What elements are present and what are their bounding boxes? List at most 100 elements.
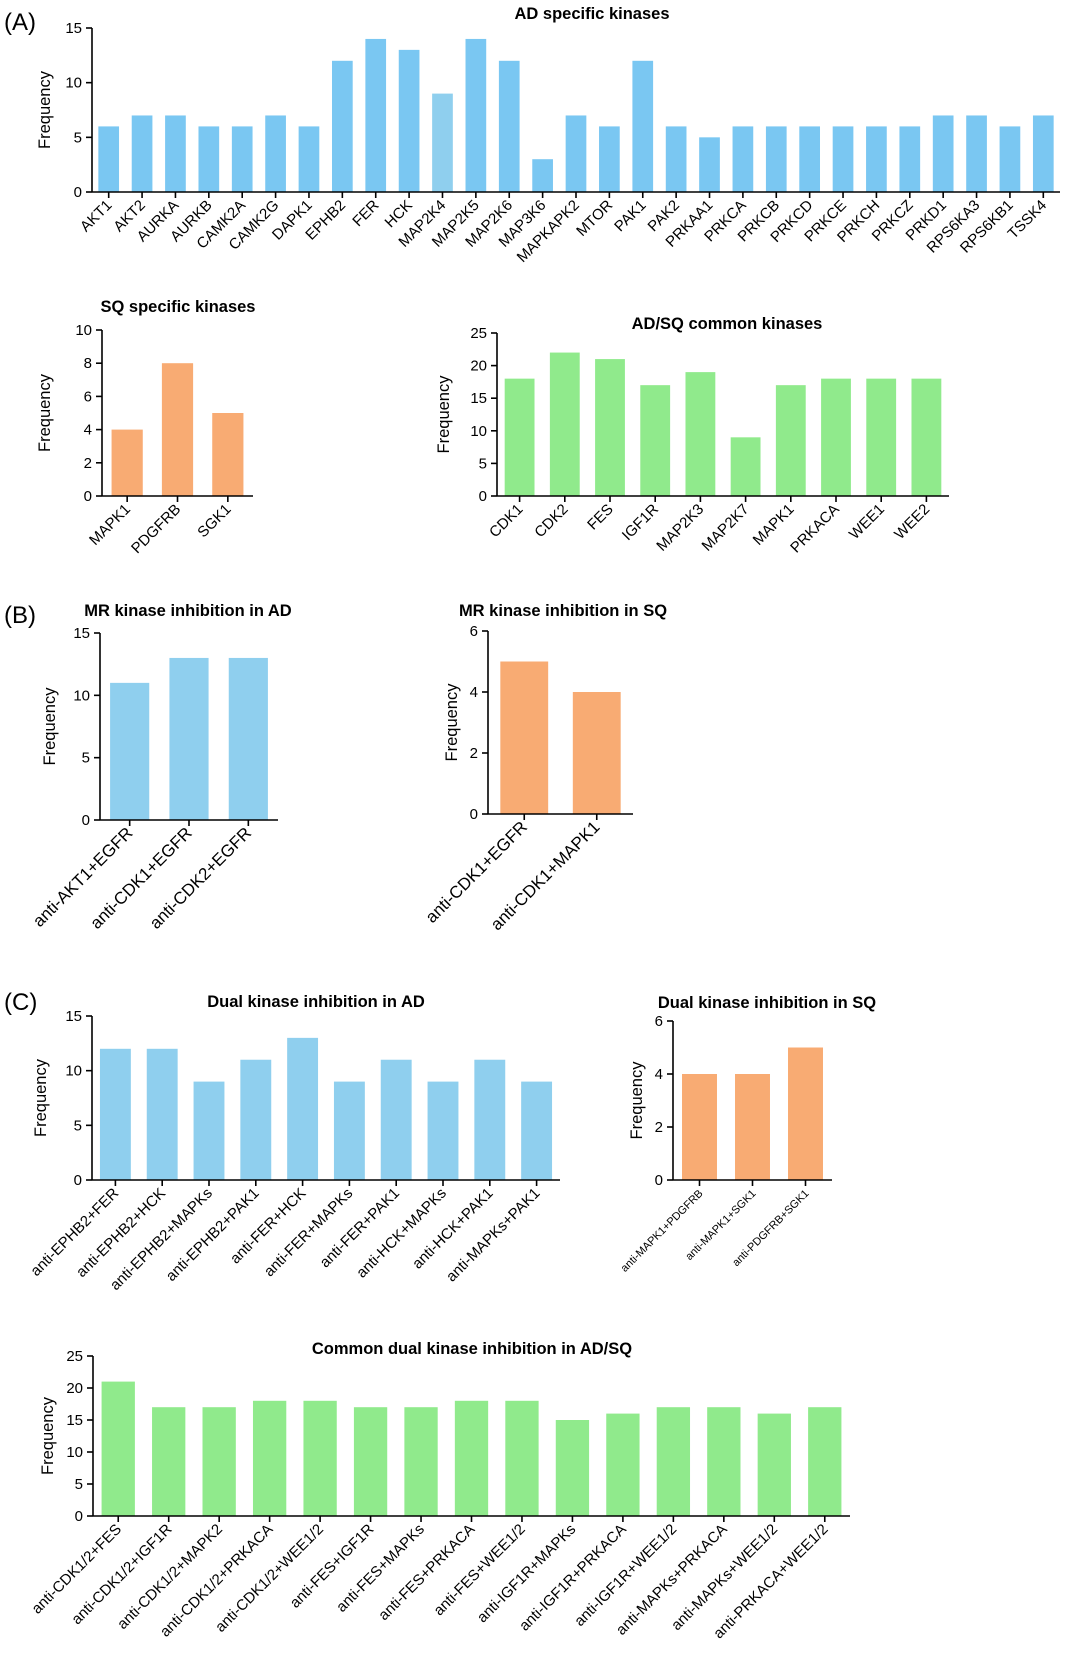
y-tick-label: 8: [84, 355, 92, 372]
bar-PRKD1: [932, 115, 954, 192]
bar-WEE2: [911, 378, 942, 496]
y-tick-label: 4: [470, 684, 478, 701]
chart-title: AD specific kinases: [515, 5, 670, 23]
bar-RPS6KB1: [999, 126, 1021, 192]
y-axis-label: Frequency: [39, 1396, 57, 1475]
bar-CAMK2A: [231, 126, 253, 192]
y-tick-label: 6: [84, 388, 92, 405]
y-tick-label: 0: [84, 488, 92, 505]
bar-anti-CDK1/2+WEE1/2: [303, 1400, 337, 1516]
chart-title: Dual kinase inhibition in SQ: [658, 994, 876, 1012]
x-tick-label: anti-HCK+PAK1: [409, 1185, 497, 1273]
y-tick-label: 15: [65, 1008, 82, 1025]
bar-PAK1: [632, 60, 654, 192]
chart-dual_common: Common dual kinase inhibition in AD/SQ Fr…: [28, 1340, 850, 1642]
y-tick-label: 6: [470, 623, 478, 640]
bar-anti-FES+MAPKs: [404, 1407, 438, 1516]
y-tick-label: 15: [470, 390, 487, 407]
bar-MAPK1: [775, 385, 806, 496]
y-tick-label: 0: [479, 488, 487, 505]
bar-FES: [595, 359, 625, 496]
y-axis-label: Frequency: [36, 70, 54, 149]
bar-AKT2: [131, 115, 153, 192]
x-tick-label: MAPK1: [86, 501, 134, 549]
y-tick-label: 2: [470, 745, 478, 762]
panel-label-a: (A): [4, 9, 36, 36]
y-tick-label: 4: [655, 1066, 663, 1083]
bar-MAP3K6: [532, 159, 553, 192]
y-axis-label: Frequency: [32, 1058, 50, 1137]
x-tick-label: WEE1: [846, 501, 888, 543]
chart-sq_specific: SQ specific kinases Frequency 0 2 4 6 8 10 MAPK1…: [36, 298, 256, 557]
bar-anti-CDK1+MAPK1: [572, 692, 621, 814]
x-tick-label: anti-FES+PRKACA: [375, 1521, 478, 1624]
x-tick-label: anti-IGF1R+MAPKs: [474, 1521, 579, 1626]
x-tick-label: FES: [584, 501, 617, 534]
chart-title: AD/SQ common kinases: [632, 315, 823, 333]
bar-HCK: [398, 49, 420, 192]
y-tick-label: 10: [470, 423, 487, 440]
chart-dual_sq: Dual kinase inhibition in SQ Frequency 0 2 4…: [619, 994, 877, 1275]
bar-anti-CDK1/2+IGF1R: [152, 1407, 186, 1516]
x-tick-label: anti-EPHB2+FER: [27, 1185, 122, 1280]
x-tick-label: WEE2: [891, 501, 933, 543]
bar-anti-EPHB2+HCK: [146, 1048, 178, 1180]
bar-anti-EPHB2+MAPKs: [193, 1081, 225, 1180]
bar-MAP2K6: [498, 60, 520, 192]
chart-ad_specific: AD specific kinasesFrequency051015AKT1AK…: [36, 5, 1060, 266]
bar-anti-FER+HCK: [287, 1037, 319, 1180]
bar-CDK1: [504, 378, 535, 496]
x-tick-label: anti-FER+PAK1: [317, 1185, 403, 1271]
y-tick-label: 5: [75, 1476, 83, 1493]
y-tick-label: 6: [655, 1013, 663, 1030]
bar-anti-IGF1R+PRKACA: [606, 1413, 640, 1516]
bar-MAP2K3: [685, 372, 716, 496]
chart-title: Dual kinase inhibition in AD: [207, 993, 425, 1011]
chart-title: MR kinase inhibition in SQ: [459, 602, 667, 620]
y-tick-label: 0: [75, 1508, 83, 1525]
y-axis-label: Frequency: [443, 683, 461, 762]
x-tick-label: MAP2K3: [653, 501, 707, 555]
chart-mr_ad: MR kinase inhibition in AD Frequency 0 5 10 1…: [29, 602, 292, 933]
chart-common: AD/SQ common kinases Frequency 0 5 10 15 20 25 C…: [435, 315, 949, 556]
bar-MAP2K4: [432, 93, 453, 192]
chart-mr_sq: MR kinase inhibition in SQFrequency0246a…: [422, 602, 667, 934]
chart-title: Common dual kinase inhibition in AD/SQ: [312, 1340, 632, 1358]
chart-title: SQ specific kinases: [100, 298, 255, 316]
y-axis-label: Frequency: [41, 687, 59, 766]
bar-anti-HCK+MAPKs: [427, 1081, 459, 1180]
bar-anti-HCK+PAK1: [474, 1059, 506, 1180]
bar-PRKCB: [765, 126, 787, 192]
bar-anti-EPHB2+PAK1: [240, 1059, 272, 1180]
y-tick-label: 0: [655, 1172, 663, 1189]
x-tick-label: CDK1: [486, 501, 526, 541]
x-tick-label: SGK1: [194, 501, 234, 541]
x-tick-label: FER: [349, 197, 382, 230]
y-axis-label: Frequency: [435, 375, 453, 454]
x-tick-label: MAP2K7: [699, 501, 753, 555]
bar-AURKB: [198, 126, 220, 192]
x-tick-label: IGF1R: [619, 501, 662, 544]
bar-MAP2K7: [730, 437, 761, 496]
bar-anti-CDK1+EGFR: [169, 657, 209, 820]
bar-PRKCA: [732, 126, 754, 192]
bar-anti-FES+WEE1/2: [505, 1400, 539, 1516]
bar-anti-MAPKs+PRKACA: [707, 1407, 741, 1516]
bar-anti-FER+MAPKs: [333, 1081, 365, 1180]
y-tick-label: 25: [66, 1348, 83, 1365]
x-tick-label: MTOR: [573, 197, 616, 240]
y-tick-label: 0: [82, 812, 90, 829]
x-tick-label: AKT1: [77, 197, 116, 236]
bar-CAMK2G: [265, 115, 286, 192]
y-tick-label: 5: [479, 455, 487, 472]
bar-FER: [365, 38, 387, 192]
bar-anti-IGF1R+MAPKs: [555, 1420, 590, 1516]
x-tick-label: anti-CDK2+EGFR: [146, 823, 255, 932]
y-tick-label: 10: [75, 322, 92, 339]
y-tick-label: 0: [74, 184, 82, 201]
chart-dual_ad: Dual kinase inhibition in AD Frequency 0 5 1…: [27, 993, 560, 1294]
x-tick-label: anti-FES+MAPKs: [333, 1521, 428, 1616]
bar-anti-MAPKs+PAK1: [521, 1081, 553, 1180]
y-tick-label: 2: [84, 455, 92, 472]
